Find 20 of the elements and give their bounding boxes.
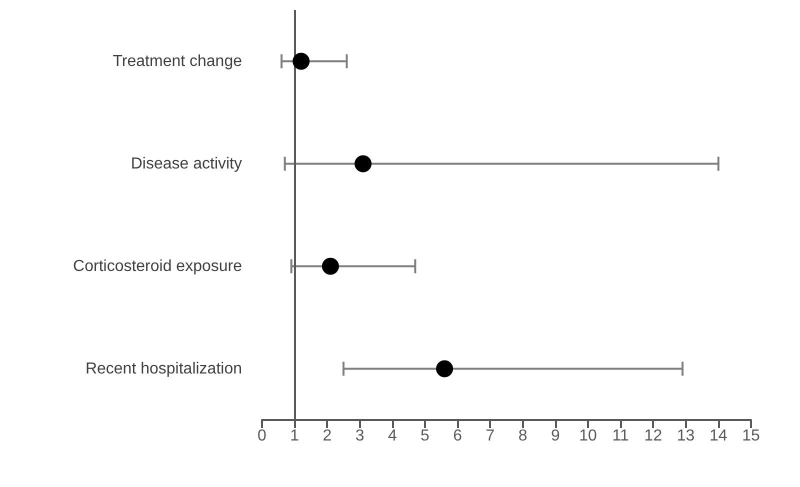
y-tick-label: Recent hospitalization (85, 360, 242, 378)
x-tick-label: 4 (388, 428, 397, 444)
x-tick-label: 10 (579, 428, 597, 444)
x-tick-label: 6 (453, 428, 462, 444)
x-tick-label: 12 (644, 428, 662, 444)
y-tick-label: Disease activity (130, 155, 242, 172)
x-tick-label: 2 (322, 428, 332, 444)
x-tick-label: 8 (518, 428, 528, 444)
x-tick-label: 7 (486, 428, 495, 444)
x-tick-label: 1 (290, 428, 300, 444)
x-tick-label: 11 (612, 428, 630, 444)
x-tick-label: 5 (420, 428, 430, 444)
x-tick-label: 13 (676, 428, 695, 444)
x-tick-label: 9 (550, 428, 560, 444)
x-tick-label: 3 (355, 428, 364, 444)
x-tick-label: 14 (710, 428, 728, 444)
x-tick-label: 0 (258, 428, 267, 444)
y-tick-label: Corticosteroid exposure (73, 258, 242, 275)
x-tick-label: 15 (742, 428, 760, 444)
y-tick-label: Treatment change (112, 52, 242, 70)
